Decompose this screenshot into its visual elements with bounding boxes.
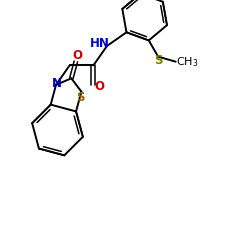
Text: O: O <box>72 49 83 62</box>
Text: S: S <box>76 91 85 104</box>
Text: HN: HN <box>90 37 110 50</box>
Text: S: S <box>154 54 163 67</box>
Text: CH$_3$: CH$_3$ <box>176 55 198 68</box>
Text: O: O <box>94 80 104 93</box>
Text: N: N <box>52 77 62 90</box>
